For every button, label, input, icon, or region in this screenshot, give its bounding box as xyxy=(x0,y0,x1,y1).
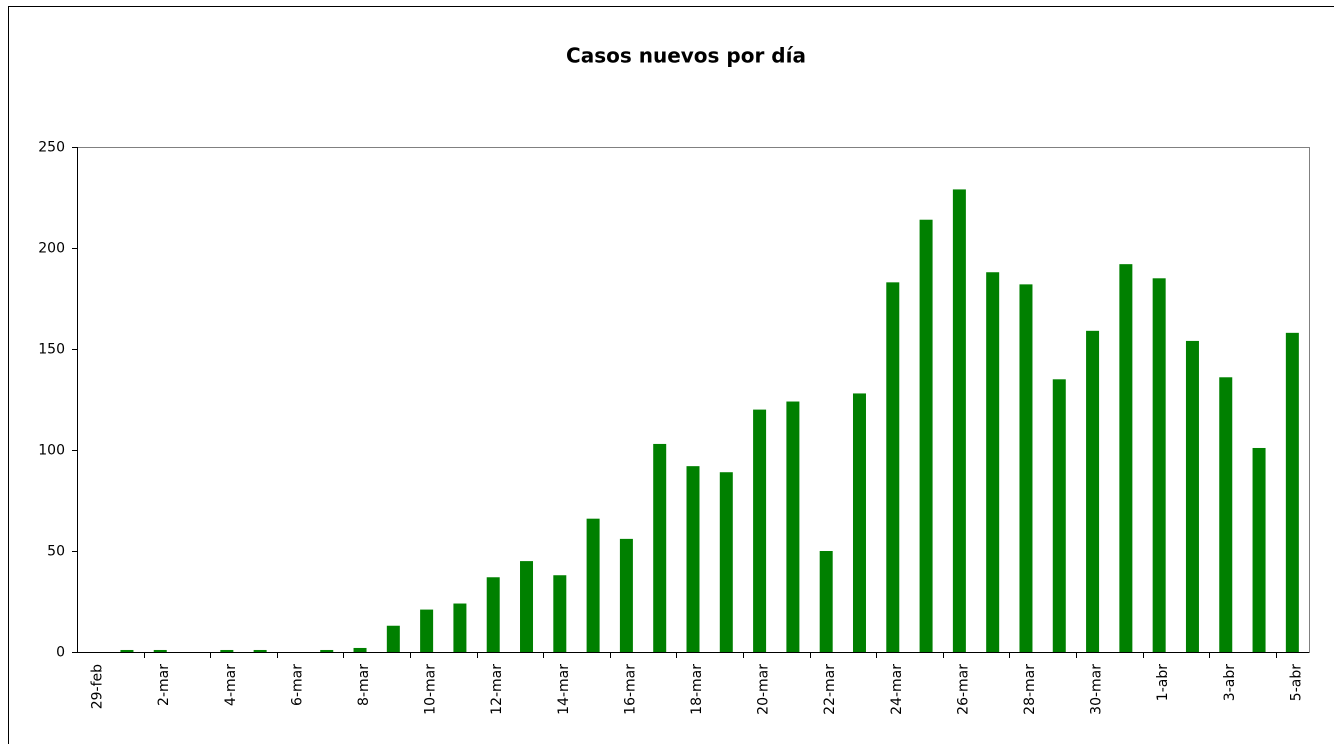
bar xyxy=(486,577,500,652)
bar xyxy=(1019,284,1033,652)
bar xyxy=(420,609,434,652)
y-tick-label: 250 xyxy=(38,140,65,156)
bar xyxy=(619,538,633,652)
bar xyxy=(1119,264,1133,652)
bar xyxy=(653,443,667,652)
x-tick-label: 24-mar xyxy=(889,664,905,715)
bar xyxy=(120,649,134,652)
bar xyxy=(320,649,334,652)
x-tick-label: 14-mar xyxy=(556,664,572,715)
x-tick-label: 5-abr xyxy=(1288,664,1304,701)
bar xyxy=(952,189,966,653)
bar xyxy=(1052,379,1066,652)
bar xyxy=(253,649,267,652)
bar xyxy=(919,219,933,652)
x-tick-label: 6-mar xyxy=(289,664,305,706)
y-tick-label: 200 xyxy=(38,241,65,257)
bar xyxy=(686,466,700,652)
bar xyxy=(520,561,534,652)
bar xyxy=(786,401,800,652)
x-tick-label: 26-mar xyxy=(955,664,971,715)
x-tick-label: 29-feb xyxy=(90,664,106,709)
chart-title: Casos nuevos por día xyxy=(566,44,806,68)
bar xyxy=(1185,340,1199,652)
bar xyxy=(553,575,567,652)
bar xyxy=(1219,377,1233,652)
bar xyxy=(1086,330,1100,652)
bar xyxy=(1252,447,1266,652)
x-tick-label: 8-mar xyxy=(356,664,372,706)
x-tick-label: 18-mar xyxy=(689,664,705,715)
bar xyxy=(1152,278,1166,652)
bar xyxy=(819,551,833,652)
bar xyxy=(719,472,733,652)
x-tick-label: 28-mar xyxy=(1022,664,1038,715)
x-tick-label: 12-mar xyxy=(489,664,505,715)
bar xyxy=(1285,332,1299,652)
bar xyxy=(353,647,367,652)
x-tick-label: 30-mar xyxy=(1089,664,1105,715)
x-tick-label: 20-mar xyxy=(756,664,772,715)
bar xyxy=(586,518,600,652)
bar xyxy=(220,649,234,652)
x-tick-label: 1-abr xyxy=(1155,664,1171,701)
bar xyxy=(386,625,400,652)
y-tick-label: 50 xyxy=(47,544,65,560)
y-tick-label: 150 xyxy=(38,342,65,358)
x-tick-label: 16-mar xyxy=(622,664,638,715)
x-tick-label: 2-mar xyxy=(156,664,172,706)
bar xyxy=(453,603,467,652)
x-tick-label: 10-mar xyxy=(423,664,439,715)
y-tick-label: 0 xyxy=(56,645,65,661)
y-tick-label: 100 xyxy=(38,443,65,459)
x-tick-label: 4-mar xyxy=(223,664,239,706)
x-tick-label: 3-abr xyxy=(1222,664,1238,701)
bar xyxy=(852,393,866,652)
bar xyxy=(886,282,900,652)
bar xyxy=(153,649,167,652)
bar xyxy=(986,272,1000,652)
bar xyxy=(753,409,767,652)
x-tick-label: 22-mar xyxy=(822,664,838,715)
